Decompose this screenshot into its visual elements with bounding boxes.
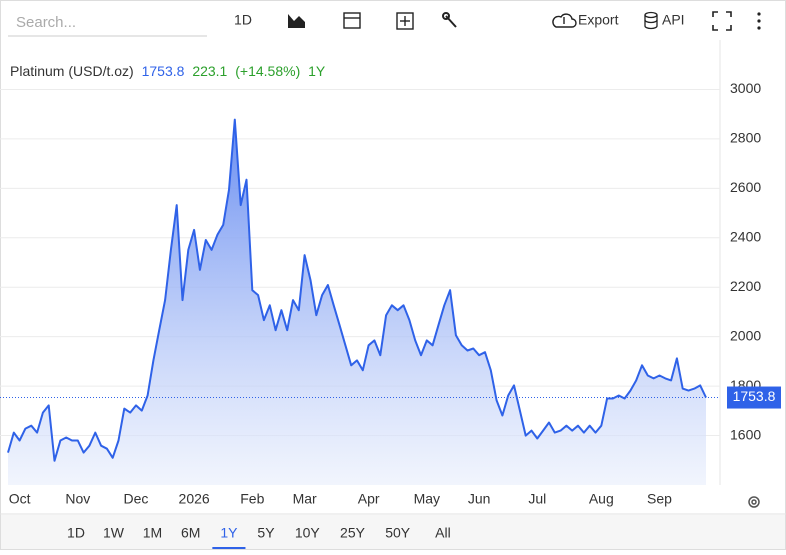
range-button[interactable]: 50Y [385,525,411,541]
export-icon[interactable] [552,13,577,28]
range-button[interactable]: 1D [67,525,85,541]
settings-icon[interactable] [748,496,760,508]
x-tick-label: Sep [647,491,672,507]
legend-last: 1753.8 [142,63,185,79]
api-icon[interactable] [644,11,658,30]
api-button[interactable]: API [662,12,685,28]
legend-name: Platinum (USD/t.oz) [10,63,134,79]
x-tick-label: Nov [65,491,90,507]
search-input[interactable]: Search... [16,14,76,31]
x-tick-label: Feb [240,491,264,507]
x-tick-label: Apr [358,491,380,507]
range-button[interactable]: 25Y [340,525,366,541]
range-button[interactable]: 5Y [257,525,275,541]
legend-line: Platinum (USD/t.oz) 1753.8 223.1 (+14.58… [10,63,326,79]
last-value-label: 1753.8 [733,388,776,404]
area [8,119,706,485]
y-tick-label: 2000 [730,327,761,343]
x-tick-label: Aug [589,491,614,507]
fullscreen-icon[interactable] [712,11,732,31]
y-tick-label: 2800 [730,130,761,146]
y-tick-label: 2600 [730,179,761,195]
export-button[interactable]: Export [578,12,619,28]
x-tick-label: Oct [9,491,31,507]
y-tick-label: 2400 [730,228,761,244]
x-tick-label: Mar [293,491,317,507]
range-button[interactable]: All [435,525,451,541]
x-tick-label: Jun [468,491,491,507]
range-button[interactable]: 6M [181,525,200,541]
line [7,118,707,462]
y-tick-label: 1600 [730,426,761,442]
compare-icon[interactable] [396,12,414,30]
legend-change: 223.1 [192,63,227,79]
x-tick-label: 2026 [179,491,210,507]
legend-change-pct: (+14.58%) [235,63,300,79]
range-button[interactable]: 10Y [295,525,321,541]
range-button[interactable]: 1M [143,525,162,541]
footer [1,515,785,549]
calendar-icon[interactable] [343,12,361,29]
legend-period: 1Y [308,63,326,79]
last-value-badge [727,386,781,409]
range-button[interactable]: 1W [103,525,125,541]
x-tick-label: Dec [124,491,149,507]
tools-icon[interactable] [442,12,457,28]
range-button[interactable]: 1Y [220,525,238,541]
interval-button[interactable]: 1D [234,12,252,28]
y-tick-label: 2200 [730,278,761,294]
y-tick-label: 3000 [730,80,761,96]
menu-icon[interactable] [757,12,761,30]
x-tick-label: Jul [528,491,546,507]
x-tick-label: May [414,491,440,507]
chart-type-icon[interactable] [288,14,305,28]
